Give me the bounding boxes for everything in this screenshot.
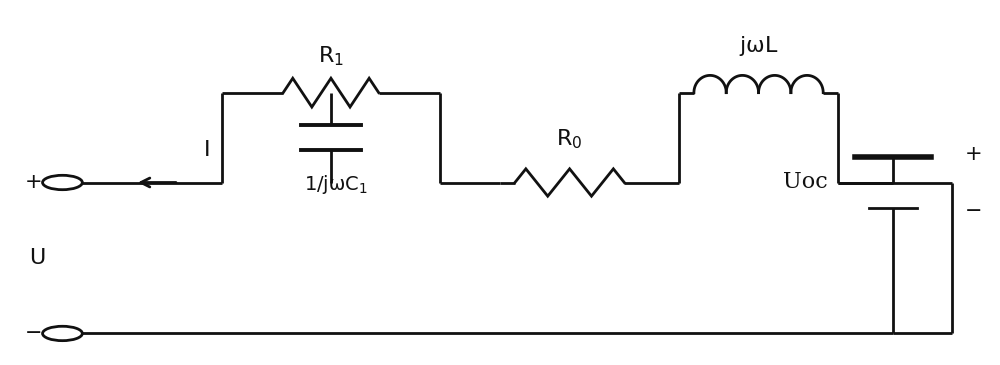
Text: Uoc: Uoc	[783, 172, 828, 193]
Text: −: −	[964, 201, 982, 221]
Text: +: +	[964, 144, 982, 164]
Text: $\rm j\omega L$: $\rm j\omega L$	[739, 34, 778, 58]
Text: +: +	[25, 173, 43, 192]
Text: $\rm I$: $\rm I$	[203, 139, 210, 161]
Text: $\rm R_0$: $\rm R_0$	[556, 127, 583, 151]
Text: $\rm U$: $\rm U$	[29, 247, 46, 269]
Text: $\rm 1/j\omega C_1$: $\rm 1/j\omega C_1$	[304, 173, 368, 196]
Text: −: −	[25, 323, 43, 343]
Text: $\rm R_1$: $\rm R_1$	[318, 45, 344, 69]
